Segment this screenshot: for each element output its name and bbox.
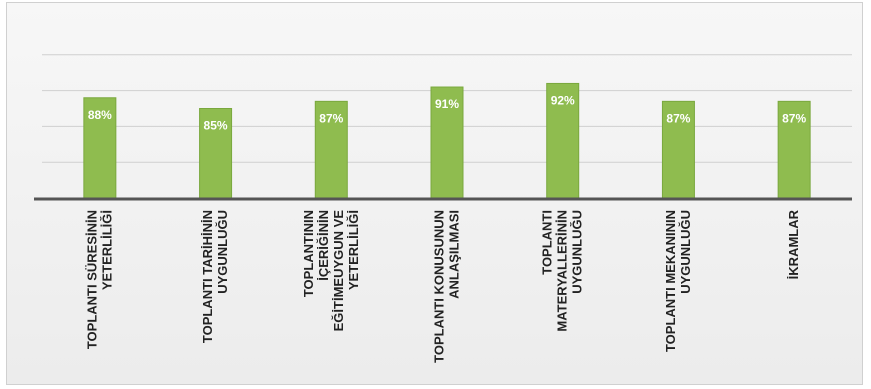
- category-label-2-line-0: TOPLANTININ: [301, 210, 316, 297]
- bar-3: [430, 86, 464, 199]
- data-label-4: 92%: [551, 93, 575, 107]
- category-label-1: TOPLANTI TARİHİNİN UYGUNLUĞU: [200, 210, 230, 343]
- bar-1: [199, 108, 233, 199]
- category-label-0: TOPLANTI SÜRESİNİN YETERLİLİĞİ: [84, 210, 114, 349]
- category-label-4: TOPLANTI MATERYALLERİNİN UYGUNLUĞU: [540, 210, 585, 332]
- category-labels: TOPLANTI SÜRESİNİN YETERLİLİĞİ TOPLANTI TA…: [84, 209, 801, 362]
- bar-6: [777, 100, 811, 199]
- category-label-5: TOPLANTI MEKANININ UYGUNLUĞU: [663, 210, 693, 352]
- category-label-0-line-1: YETERLİLİĞİ: [99, 210, 114, 290]
- data-label-3: 91%: [435, 97, 459, 111]
- category-label-2-line-2: EĞİTİMEUYGUN VE: [331, 210, 346, 332]
- category-label-0-line-0: TOPLANTI SÜRESİNİN: [84, 210, 99, 349]
- category-label-1-line-0: TOPLANTI TARİHİNİN: [200, 210, 215, 343]
- category-label-4-line-0: TOPLANTI: [540, 210, 555, 275]
- category-label-2-line-1: İÇERİĞİNİN: [316, 210, 331, 281]
- category-label-1-line-1: UYGUNLUĞU: [215, 210, 230, 294]
- category-label-5-line-0: TOPLANTI MEKANININ: [663, 210, 678, 352]
- data-label-2: 87%: [319, 111, 343, 125]
- category-label-3-line-1: ANLAŞILMASI: [447, 210, 462, 299]
- data-label-1: 85%: [204, 119, 228, 133]
- category-label-6: İKRAMLAR: [786, 209, 801, 279]
- bar-4: [546, 82, 580, 199]
- data-labels: 88% 85% 87% 91% 92% 87% 87%: [88, 93, 807, 132]
- category-label-3-line-0: TOPLANTI KONUSUNUN: [432, 210, 447, 363]
- category-label-3: TOPLANTI KONUSUNUN ANLAŞILMASI: [432, 210, 462, 363]
- category-label-4-line-2: UYGUNLUĞU: [570, 210, 585, 294]
- category-label-2-line-3: YETERLİLİĞİ: [346, 210, 361, 290]
- data-label-0: 88%: [88, 108, 112, 122]
- category-label-6-line-0: İKRAMLAR: [786, 209, 801, 279]
- category-label-4-line-1: MATERYALLERİNİN: [555, 210, 570, 332]
- data-label-5: 87%: [666, 111, 690, 125]
- data-label-6: 87%: [782, 111, 806, 125]
- bar-2: [314, 100, 348, 199]
- category-label-2: TOPLANTININ İÇERİĞİNİN EĞİTİMEUYGUN VE YETE…: [301, 210, 361, 332]
- bar-5: [661, 100, 695, 199]
- category-label-5-line-1: UYGUNLUĞU: [678, 210, 693, 294]
